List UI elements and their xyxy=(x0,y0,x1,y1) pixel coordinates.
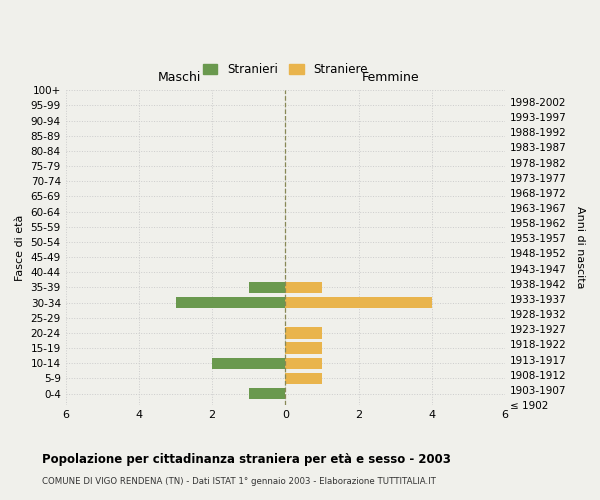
Legend: Stranieri, Straniere: Stranieri, Straniere xyxy=(199,58,372,81)
Bar xyxy=(249,388,286,400)
Bar xyxy=(286,358,322,369)
Text: Maschi: Maschi xyxy=(158,71,202,84)
Bar xyxy=(212,358,286,369)
Bar xyxy=(286,282,322,293)
Text: Femmine: Femmine xyxy=(362,71,419,84)
Bar xyxy=(286,342,322,354)
Y-axis label: Fasce di età: Fasce di età xyxy=(15,214,25,281)
Bar xyxy=(286,327,322,338)
Text: COMUNE DI VIGO RENDENA (TN) - Dati ISTAT 1° gennaio 2003 - Elaborazione TUTTITAL: COMUNE DI VIGO RENDENA (TN) - Dati ISTAT… xyxy=(42,478,436,486)
Y-axis label: Anni di nascita: Anni di nascita xyxy=(575,206,585,289)
Bar xyxy=(286,297,432,308)
Bar xyxy=(286,372,322,384)
Bar xyxy=(249,282,286,293)
Bar xyxy=(176,297,286,308)
Text: Popolazione per cittadinanza straniera per età e sesso - 2003: Popolazione per cittadinanza straniera p… xyxy=(42,452,451,466)
